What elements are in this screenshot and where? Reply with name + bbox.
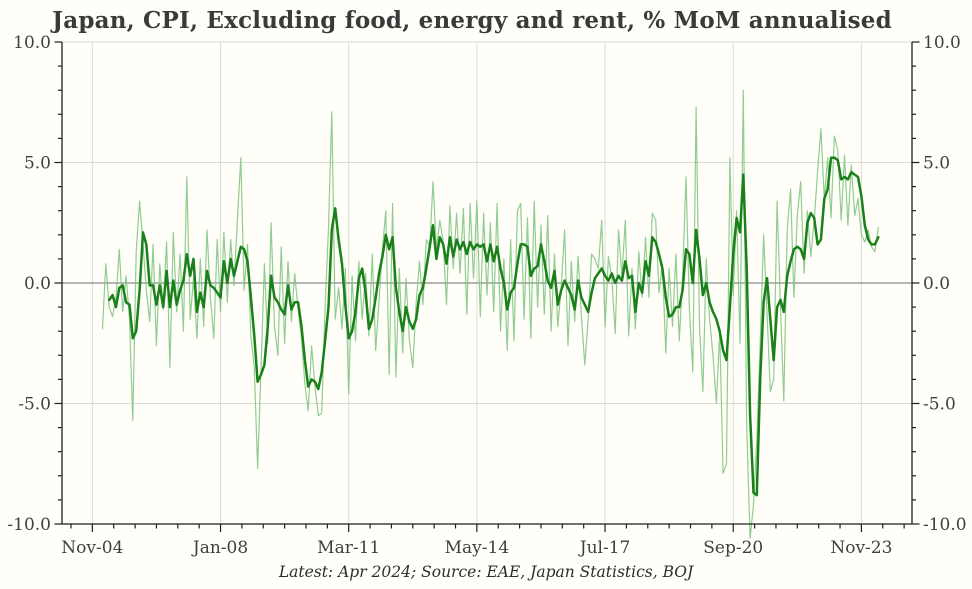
- svg-text:Mar-11: Mar-11: [317, 538, 380, 558]
- svg-text:Nov-04: Nov-04: [61, 538, 123, 558]
- svg-text:Jan-08: Jan-08: [191, 538, 248, 558]
- svg-text:-10.0: -10.0: [7, 515, 51, 535]
- chart-caption: Latest: Apr 2024; Source: EAE, Japan Sta…: [278, 563, 694, 581]
- svg-text:Nov-23: Nov-23: [830, 538, 892, 558]
- svg-text:Sep-20: Sep-20: [703, 538, 763, 558]
- svg-text:5.0: 5.0: [24, 154, 51, 174]
- svg-text:0.0: 0.0: [923, 274, 950, 294]
- svg-text:Jul-17: Jul-17: [578, 538, 631, 558]
- chart-title: Japan, CPI, Excluding food, energy and r…: [52, 7, 892, 34]
- svg-text:10.0: 10.0: [13, 33, 51, 53]
- svg-text:10.0: 10.0: [923, 33, 961, 53]
- svg-text:May-14: May-14: [445, 538, 510, 558]
- svg-text:0.0: 0.0: [24, 274, 51, 294]
- svg-text:-5.0: -5.0: [18, 395, 51, 415]
- svg-text:5.0: 5.0: [923, 154, 950, 174]
- svg-text:-5.0: -5.0: [923, 395, 956, 415]
- svg-text:-10.0: -10.0: [923, 515, 967, 535]
